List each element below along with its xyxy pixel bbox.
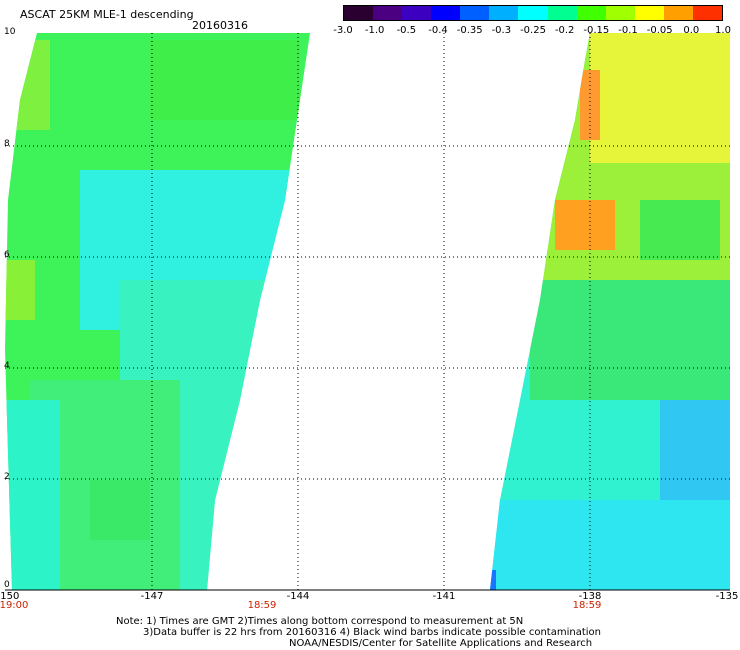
colorbar-label-3: -0.4 xyxy=(428,25,448,36)
x-tick-150: -150 xyxy=(0,591,20,602)
colorbar-swatch-7 xyxy=(547,6,577,20)
colorbar-label-4: -0.35 xyxy=(456,25,483,36)
colorbar-label-11: 0.0 xyxy=(683,25,700,36)
colorbar-swatch-2 xyxy=(402,6,432,20)
right-swath xyxy=(490,33,730,590)
y-tick-0: 0 xyxy=(4,580,10,590)
colorbar xyxy=(343,5,723,21)
y-tick-6: 6 xyxy=(4,250,10,260)
colorbar-swatch-0 xyxy=(344,6,374,20)
left-swath xyxy=(5,33,310,590)
map-date: 20160316 xyxy=(192,19,248,32)
colorbar-label-12: 1.0 xyxy=(715,25,731,36)
colorbar-swatch-5 xyxy=(489,6,519,20)
grid-lines xyxy=(5,33,730,590)
y-tick-4: 4 xyxy=(4,361,10,371)
colorbar-swatch-12 xyxy=(692,6,723,20)
x-tick-135: -135 xyxy=(715,591,739,602)
time-right: 18:59 xyxy=(572,600,602,611)
colorbar-label-7: -0.2 xyxy=(554,25,575,36)
time-left: 19:00 xyxy=(0,600,29,611)
y-tick-10: 10 xyxy=(4,27,16,37)
y-tick-8: 8 xyxy=(4,139,10,149)
colorbar-label-1: -1.0 xyxy=(364,25,385,36)
colorbar-label-5: -0.3 xyxy=(491,25,512,36)
colorbar-label-9: -0.1 xyxy=(618,25,638,36)
time-center-left: 18:59 xyxy=(247,600,277,611)
colorbar-swatch-10 xyxy=(634,6,664,20)
x-tick-144: -144 xyxy=(286,591,310,602)
colorbar-label-0: -3.0 xyxy=(333,25,353,36)
x-tick-147: -147 xyxy=(140,591,164,602)
x-tick-141: -141 xyxy=(432,591,456,602)
colorbar-label-6: -0.25 xyxy=(520,25,546,36)
colorbar-swatch-1 xyxy=(373,6,403,20)
x-tick-138: -138 xyxy=(578,591,602,602)
colorbar-swatch-6 xyxy=(518,6,548,20)
note-line-2: 3)Data buffer is 22 hrs from 20160316 4)… xyxy=(143,627,601,638)
colorbar-swatch-8 xyxy=(576,6,606,20)
note-line-1: Note: 1) Times are GMT 2)Times along bot… xyxy=(116,616,524,627)
colorbar-label-2: -0.5 xyxy=(396,25,417,36)
colorbar-swatch-3 xyxy=(431,6,461,20)
colorbar-label-10: -0.05 xyxy=(646,25,673,36)
colorbar-swatch-4 xyxy=(460,6,490,20)
map-title: ASCAT 25KM MLE-1 descending xyxy=(20,8,194,21)
colorbar-label-8: -0.15 xyxy=(583,25,610,36)
note-line-3: NOAA/NESDIS/Center for Satellite Applica… xyxy=(289,638,593,649)
y-tick-2: 2 xyxy=(4,472,10,482)
colorbar-swatch-9 xyxy=(605,6,635,20)
colorbar-swatch-11 xyxy=(663,6,693,20)
